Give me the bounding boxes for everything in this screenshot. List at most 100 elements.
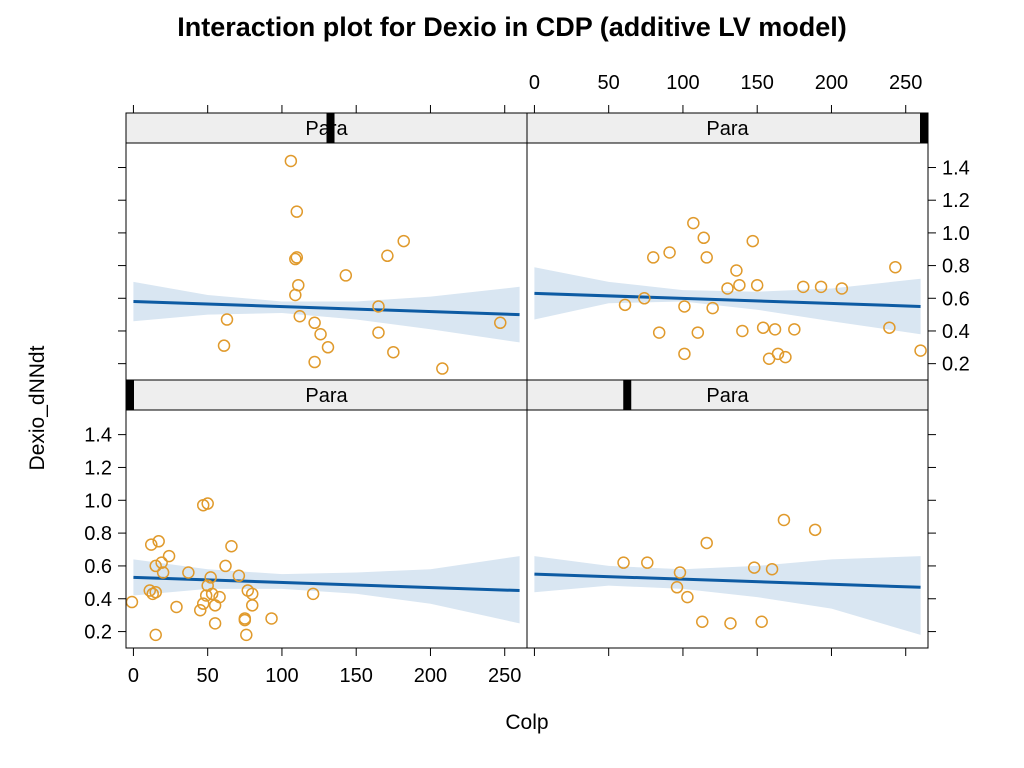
panel-content	[126, 497, 520, 642]
panel-border	[526, 409, 929, 649]
data-point	[697, 231, 710, 245]
strip-label: Para	[305, 118, 348, 140]
y-tick-label: 1.2	[84, 457, 112, 479]
data-point	[724, 617, 737, 630]
y-tick-label: 0.8	[84, 523, 112, 545]
data-point	[835, 282, 849, 295]
data-point	[808, 523, 822, 537]
strip-label: Para	[706, 118, 749, 140]
x-axis-label: Colp	[505, 711, 548, 734]
data-point	[755, 615, 768, 628]
data-point	[618, 298, 632, 312]
data-point	[196, 597, 210, 610]
y-axis-right-row2	[928, 434, 936, 633]
data-point	[700, 536, 713, 550]
data-point	[308, 355, 321, 369]
data-point	[883, 321, 896, 334]
x-tick-label: 100	[265, 665, 298, 687]
data-point	[638, 292, 651, 305]
data-point	[796, 280, 810, 294]
panel-3: Para	[125, 379, 528, 649]
data-point	[152, 535, 165, 548]
data-point	[289, 252, 302, 266]
data-point	[381, 249, 394, 263]
strip-background	[526, 379, 929, 411]
panel-border	[125, 409, 528, 649]
y-axis-left-row2: 0.2 0.4 0.6 0.8 1.0 1.2 1.4	[84, 425, 126, 644]
data-point	[217, 339, 231, 352]
y-tick-label: 1.0	[84, 490, 112, 512]
x-tick-label: 0	[529, 72, 540, 94]
data-point	[746, 234, 759, 248]
panel-content	[534, 513, 921, 635]
x-axis-bottom-col1: 0 50 100 150 200 250	[128, 648, 521, 687]
data-point	[756, 321, 770, 334]
data-point	[162, 549, 176, 563]
data-point	[194, 603, 207, 617]
data-point	[339, 269, 353, 282]
data-point	[290, 251, 304, 264]
panel-4: Para	[526, 379, 929, 649]
panel-border	[125, 142, 528, 381]
data-point	[736, 324, 749, 338]
data-point	[321, 341, 335, 354]
data-point	[768, 323, 782, 336]
data-point	[678, 347, 691, 361]
x-tick-label: 200	[815, 72, 848, 94]
data-point	[681, 590, 694, 604]
data-point	[238, 613, 252, 627]
panel-2: Para	[526, 112, 929, 381]
data-point	[387, 345, 400, 359]
y-tick-label: 0.6	[942, 288, 970, 310]
data-point	[687, 216, 700, 230]
strip-label: Para	[305, 385, 348, 407]
data-point	[747, 561, 761, 574]
data-point	[494, 316, 507, 330]
data-point	[213, 590, 226, 604]
data-point	[750, 278, 764, 292]
data-point	[149, 585, 162, 599]
data-point	[265, 612, 278, 625]
fit-line	[133, 575, 520, 593]
data-point	[777, 513, 791, 527]
y-tick-label: 1.0	[942, 223, 970, 245]
data-point	[372, 326, 385, 339]
data-point	[314, 327, 327, 341]
panel-1: Para	[125, 112, 528, 381]
x-axis-top-col2: 0 50 100 150 200 250	[529, 72, 922, 113]
data-point	[284, 154, 298, 168]
x-tick-label: 250	[488, 665, 521, 687]
data-point	[289, 288, 302, 302]
data-point	[205, 587, 219, 601]
data-point	[779, 350, 792, 364]
data-point	[126, 595, 139, 609]
data-point	[293, 310, 307, 323]
panel-border	[526, 142, 929, 381]
fit-line	[534, 572, 921, 589]
y-tick-label: 1.4	[84, 425, 112, 447]
data-point	[240, 628, 253, 642]
data-point	[730, 264, 743, 277]
x-tick-label: 150	[340, 665, 373, 687]
data-point	[372, 300, 385, 313]
y-axis-left-row1	[118, 167, 126, 365]
strip-level-marker	[126, 380, 134, 410]
x-axis-top-col1	[132, 105, 506, 113]
y-axis-label: Dexio_dNNdt	[26, 345, 49, 470]
data-point	[706, 301, 719, 315]
x-tick-label: 150	[741, 72, 774, 94]
x-tick-label: 200	[414, 665, 447, 687]
y-tick-label: 1.4	[942, 158, 970, 180]
data-point	[646, 251, 660, 264]
data-point	[641, 556, 654, 569]
data-point	[201, 497, 214, 510]
data-point	[290, 205, 304, 218]
strip-level-marker	[326, 113, 335, 143]
data-point	[678, 300, 691, 313]
x-tick-label: 250	[889, 72, 922, 94]
data-point	[208, 617, 222, 630]
data-point	[149, 628, 162, 642]
y-axis-right-row1: 0.2 0.4 0.6 0.8 1.0 1.2 1.4	[928, 158, 970, 376]
data-point	[889, 260, 902, 274]
